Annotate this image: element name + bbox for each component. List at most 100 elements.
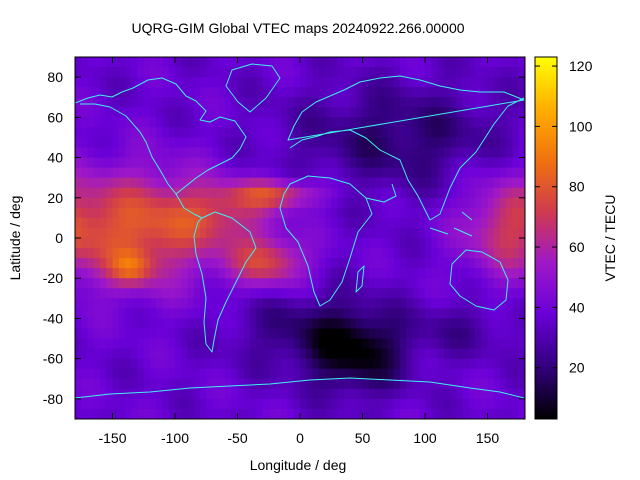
coastline-australia: [449, 249, 509, 311]
heatmap-cell: [375, 127, 382, 139]
heatmap-cell: [143, 227, 151, 239]
heatmap-cell: [318, 77, 326, 88]
heatmap-cell: [456, 87, 464, 98]
heatmap-cell: [493, 57, 501, 68]
heatmap-cell: [450, 187, 457, 199]
heatmap-cell: [481, 338, 489, 350]
heatmap-cell: [343, 248, 351, 259]
heatmap-cell: [412, 338, 420, 350]
heatmap-cell: [212, 328, 220, 340]
heatmap-cell: [218, 248, 226, 259]
heatmap-cell: [406, 278, 414, 289]
heatmap-cell: [150, 227, 157, 239]
heatmap-cell: [393, 278, 401, 289]
heatmap-cell: [106, 107, 114, 118]
heatmap-cell: [143, 137, 151, 149]
heatmap-cell: [418, 308, 426, 320]
heatmap-cell: [162, 348, 170, 360]
heatmap-cell: [325, 97, 332, 108]
heatmap-cell: [381, 398, 389, 410]
heatmap-cell: [343, 298, 351, 309]
heatmap-cell: [75, 67, 82, 78]
heatmap-cell: [93, 177, 101, 189]
heatmap-cell: [137, 157, 145, 169]
heatmap-cell: [300, 298, 307, 309]
heatmap-cell: [162, 227, 170, 239]
heatmap-cell: [268, 238, 276, 249]
heatmap-cell: [87, 268, 95, 279]
heatmap-cell: [143, 127, 151, 139]
heatmap-cell: [137, 197, 145, 209]
heatmap-cell: [93, 338, 101, 350]
heatmap-cell: [343, 268, 351, 279]
heatmap-cell: [162, 338, 170, 350]
y-tick-label: 20: [47, 190, 63, 206]
heatmap-cell: [218, 308, 226, 320]
heatmap-cell: [168, 147, 176, 159]
heatmap-cell: [243, 67, 251, 78]
heatmap-cell: [350, 348, 357, 360]
heatmap-cell: [300, 167, 307, 179]
heatmap-cell: [187, 207, 195, 219]
heatmap-cell: [156, 137, 164, 149]
heatmap-cell: [256, 157, 264, 169]
heatmap-cell: [275, 288, 282, 299]
heatmap-cell: [293, 177, 301, 189]
heatmap-cell: [362, 167, 370, 179]
heatmap-cell: [243, 378, 251, 390]
heatmap-cell: [162, 388, 170, 400]
heatmap-cell: [493, 348, 501, 360]
heatmap-cell: [93, 258, 101, 269]
heatmap-cell: [412, 87, 420, 98]
heatmap-cell: [425, 258, 432, 269]
heatmap-cell: [118, 177, 126, 189]
heatmap-cell: [212, 187, 220, 199]
heatmap-cell: [450, 378, 457, 390]
heatmap-cell: [237, 137, 245, 149]
heatmap-cell: [475, 238, 482, 249]
heatmap-cell: [137, 298, 145, 309]
heatmap-cell: [93, 167, 101, 179]
heatmap-cell: [281, 77, 289, 88]
heatmap-cell: [337, 248, 345, 259]
heatmap-cell: [268, 157, 276, 169]
heatmap-cell: [381, 187, 389, 199]
heatmap-cell: [81, 167, 89, 179]
heatmap-cell: [506, 87, 514, 98]
heatmap-cell: [75, 107, 82, 118]
heatmap-cell: [243, 248, 251, 259]
heatmap-cell: [331, 358, 339, 370]
heatmap-cell: [187, 248, 195, 259]
heatmap-cell: [512, 378, 520, 390]
heatmap-cell: [518, 227, 525, 239]
heatmap-cell: [193, 398, 201, 410]
heatmap-cell: [212, 117, 220, 128]
heatmap-cell: [312, 227, 320, 239]
heatmap-cell: [512, 147, 520, 159]
heatmap-cell: [143, 258, 151, 269]
heatmap-cell: [100, 167, 107, 179]
heatmap-cell: [487, 197, 495, 209]
heatmap-cell: [168, 127, 176, 139]
heatmap-cell: [206, 358, 214, 370]
heatmap-cell: [343, 97, 351, 108]
heatmap-cell: [362, 197, 370, 209]
heatmap-cell: [293, 258, 301, 269]
heatmap-cell: [150, 278, 157, 289]
heatmap-cell: [368, 187, 376, 199]
heatmap-cell: [493, 308, 501, 320]
heatmap-cell: [187, 57, 195, 68]
heatmap-cell: [462, 187, 470, 199]
heatmap-cell: [181, 408, 189, 419]
heatmap-cell: [293, 368, 301, 380]
heatmap-cell: [418, 157, 426, 169]
heatmap-cell: [181, 167, 189, 179]
heatmap-cell: [350, 57, 357, 68]
heatmap-cell: [500, 318, 507, 330]
heatmap-cell: [512, 157, 520, 169]
heatmap-cell: [481, 388, 489, 400]
heatmap-cell: [431, 147, 439, 159]
heatmap-cell: [118, 157, 126, 169]
heatmap-cell: [443, 308, 451, 320]
